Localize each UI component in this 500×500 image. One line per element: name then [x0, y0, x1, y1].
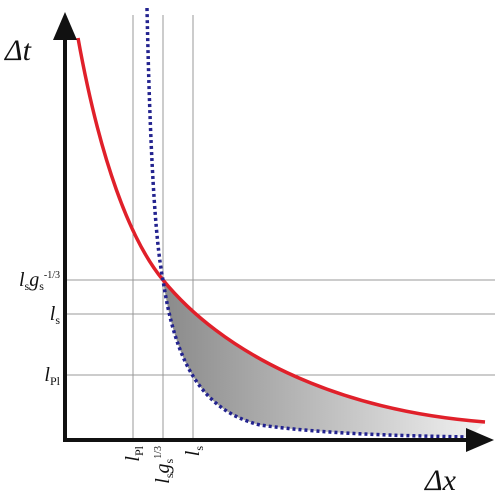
mark-label: lPl	[122, 445, 146, 461]
label-part: s	[162, 458, 176, 463]
red-curve	[76, 37, 486, 424]
label-part: s	[25, 279, 30, 293]
label-part: 1/3	[153, 446, 164, 459]
x-axis-label: Δx	[424, 464, 457, 497]
label-part: s	[192, 446, 206, 451]
label-part: g	[29, 269, 39, 291]
blue-dotted-curve	[145, 7, 471, 439]
label-part: l	[44, 364, 50, 386]
label-part: l	[50, 303, 56, 325]
label-part: s	[162, 473, 176, 478]
x-arrow	[466, 428, 494, 452]
mark-label: lsgs-1/3	[19, 269, 60, 293]
label-part: l	[19, 269, 25, 291]
label-part: g	[152, 463, 174, 473]
label-part: l	[122, 456, 144, 462]
shaded-region	[163, 280, 485, 437]
mark-label: lPl	[44, 364, 60, 388]
label-part: l	[182, 450, 204, 456]
label-part: s	[39, 279, 44, 293]
y-arrow	[53, 12, 77, 40]
label-part: Pl	[132, 445, 146, 456]
label-part: l	[152, 478, 174, 484]
mark-label: lsgs1/3	[152, 446, 176, 484]
label-part: Pl	[50, 374, 61, 388]
y-axis-label: Δt	[4, 34, 32, 67]
mark-label: ls	[182, 446, 206, 457]
label-part: s	[55, 313, 60, 327]
mark-label: ls	[50, 303, 61, 327]
label-part: -1/3	[44, 270, 60, 281]
